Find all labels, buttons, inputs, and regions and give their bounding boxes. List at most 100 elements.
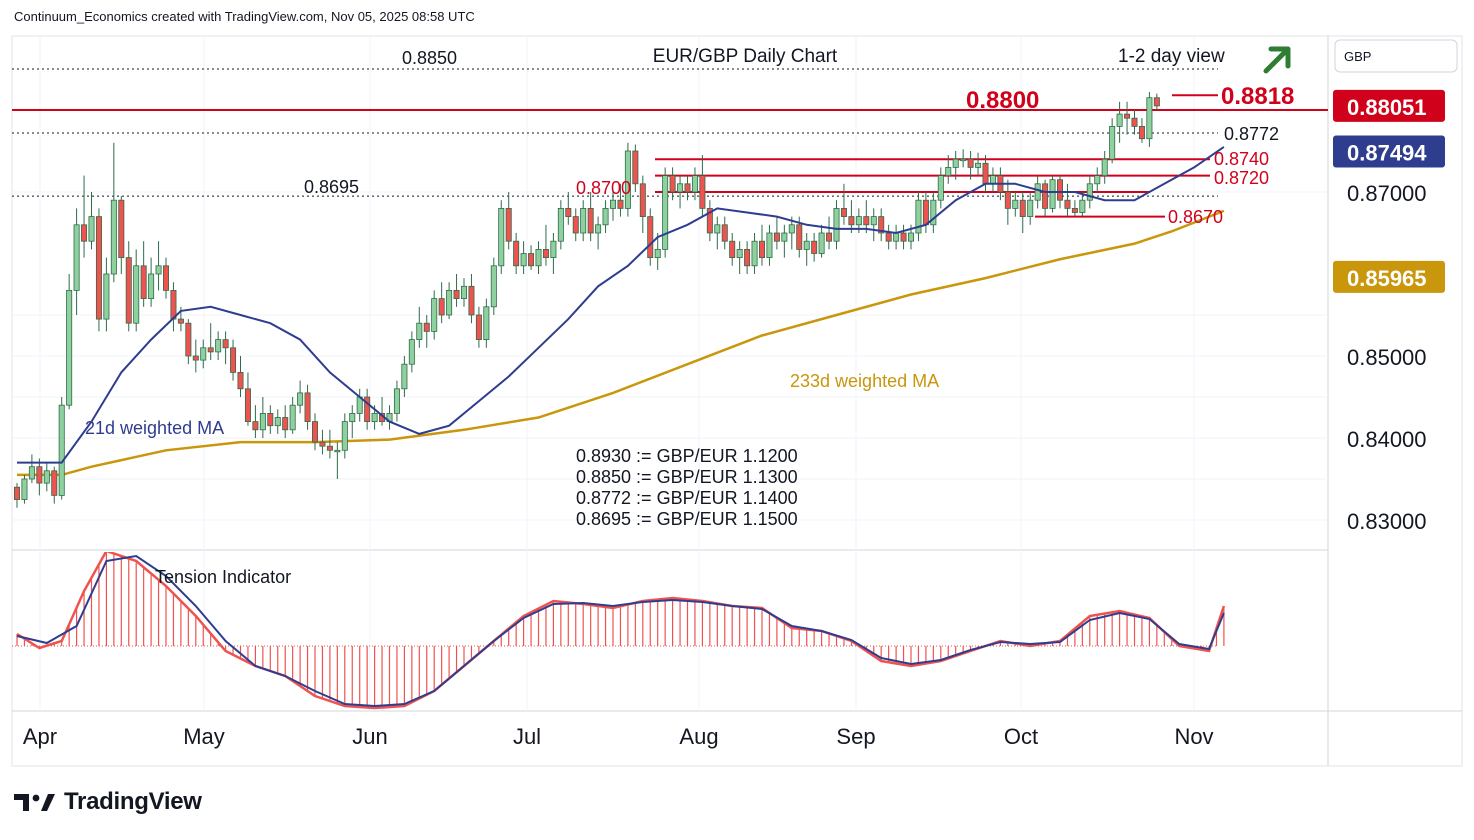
candle[interactable] (654, 233, 661, 270)
candle[interactable] (1146, 91, 1153, 147)
candle[interactable] (826, 216, 833, 250)
candle[interactable] (930, 192, 937, 233)
candle[interactable] (1019, 192, 1026, 233)
candle[interactable] (781, 224, 788, 258)
candle[interactable] (773, 216, 780, 250)
candle[interactable] (1131, 110, 1138, 135)
candle[interactable] (1049, 175, 1056, 213)
candle[interactable] (125, 241, 132, 332)
candle[interactable] (952, 151, 959, 180)
candle[interactable] (632, 144, 639, 192)
candle[interactable] (982, 155, 989, 192)
candle[interactable] (848, 200, 855, 233)
candle[interactable] (36, 458, 43, 496)
candle[interactable] (885, 224, 892, 250)
candle[interactable] (222, 331, 229, 365)
candle[interactable] (304, 384, 311, 430)
candle[interactable] (453, 274, 460, 307)
candle[interactable] (319, 429, 326, 455)
candle[interactable] (237, 356, 244, 397)
candle[interactable] (28, 454, 35, 484)
candle[interactable] (706, 200, 713, 242)
candle[interactable] (155, 241, 162, 291)
candle[interactable] (200, 339, 207, 369)
candle[interactable] (356, 388, 363, 422)
candle[interactable] (736, 241, 743, 274)
candle[interactable] (51, 466, 58, 504)
candle[interactable] (230, 339, 237, 381)
candle[interactable] (490, 257, 497, 315)
candle[interactable] (311, 413, 318, 451)
candle[interactable] (617, 183, 624, 217)
candle[interactable] (1004, 179, 1011, 225)
candle[interactable] (416, 306, 423, 348)
candle[interactable] (170, 282, 177, 332)
candle[interactable] (148, 257, 155, 307)
candle[interactable] (431, 290, 438, 340)
candle[interactable] (401, 356, 408, 397)
candle[interactable] (1027, 192, 1034, 225)
candle[interactable] (468, 274, 475, 324)
candle[interactable] (803, 233, 810, 266)
candle[interactable] (483, 298, 490, 348)
candle[interactable] (460, 278, 467, 307)
candle[interactable] (289, 397, 296, 434)
candle[interactable] (103, 257, 110, 332)
candle[interactable] (192, 339, 199, 373)
candle[interactable] (818, 224, 825, 258)
candle[interactable] (1042, 179, 1049, 217)
candle[interactable] (1153, 93, 1160, 110)
candle[interactable] (274, 409, 281, 434)
candle[interactable] (528, 245, 535, 270)
candle[interactable] (513, 233, 520, 274)
candle[interactable] (639, 175, 646, 233)
candle[interactable] (520, 241, 527, 274)
candle[interactable] (438, 282, 445, 324)
candle[interactable] (118, 196, 125, 274)
candle[interactable] (1116, 101, 1123, 143)
candle[interactable] (364, 388, 371, 430)
candle[interactable] (1124, 101, 1131, 135)
candle[interactable] (878, 208, 885, 242)
candle[interactable] (893, 224, 900, 250)
candle[interactable] (21, 474, 28, 504)
candle[interactable] (662, 167, 669, 258)
candle[interactable] (729, 233, 736, 266)
tradingview-logo[interactable]: TradingView (14, 788, 202, 816)
candle[interactable] (833, 200, 840, 250)
candle[interactable] (386, 405, 393, 430)
candle[interactable] (1138, 118, 1145, 143)
candle[interactable] (267, 405, 274, 434)
candle[interactable] (349, 405, 356, 438)
candle[interactable] (334, 442, 341, 479)
candle[interactable] (207, 323, 214, 361)
candle[interactable] (550, 233, 557, 274)
candle[interactable] (58, 397, 65, 500)
candle[interactable] (840, 183, 847, 225)
candle[interactable] (88, 192, 95, 250)
candle[interactable] (1034, 175, 1041, 209)
candle[interactable] (580, 200, 587, 242)
candle[interactable] (1094, 167, 1101, 192)
candle[interactable] (900, 224, 907, 250)
candle[interactable] (937, 167, 944, 209)
candle[interactable] (602, 200, 609, 233)
candle[interactable] (788, 216, 795, 250)
candle[interactable] (714, 216, 721, 250)
candle[interactable] (43, 462, 50, 492)
candle[interactable] (259, 397, 266, 438)
candle[interactable] (744, 241, 751, 274)
candle[interactable] (915, 192, 922, 242)
candle[interactable] (110, 142, 117, 283)
candle[interactable] (1012, 192, 1019, 217)
candle[interactable] (505, 192, 512, 250)
candle[interactable] (960, 149, 967, 168)
candle[interactable] (870, 208, 877, 242)
candle[interactable] (215, 331, 222, 361)
candle[interactable] (379, 397, 386, 426)
candle[interactable] (1079, 192, 1086, 217)
candle[interactable] (922, 192, 929, 233)
currency-button[interactable]: GBP (1334, 39, 1458, 73)
candle[interactable] (408, 331, 415, 373)
